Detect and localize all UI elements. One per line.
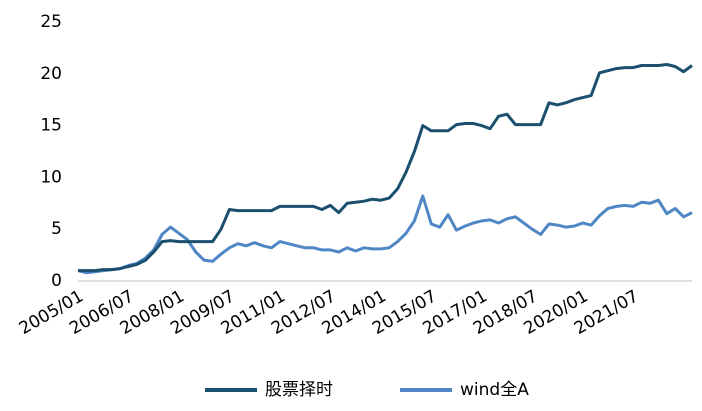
series-line — [77, 194, 693, 275]
series-line — [78, 63, 693, 273]
y-tick-label: 25 — [40, 12, 62, 32]
y-tick-label: 10 — [40, 167, 62, 187]
y-tick-label: 15 — [40, 116, 62, 136]
legend-label: wind全A — [460, 380, 529, 400]
y-tick-label: 20 — [40, 64, 62, 84]
legend-label: 股票择时 — [265, 380, 333, 400]
y-tick-label: 0 — [51, 271, 62, 291]
y-tick-label: 5 — [51, 219, 62, 239]
